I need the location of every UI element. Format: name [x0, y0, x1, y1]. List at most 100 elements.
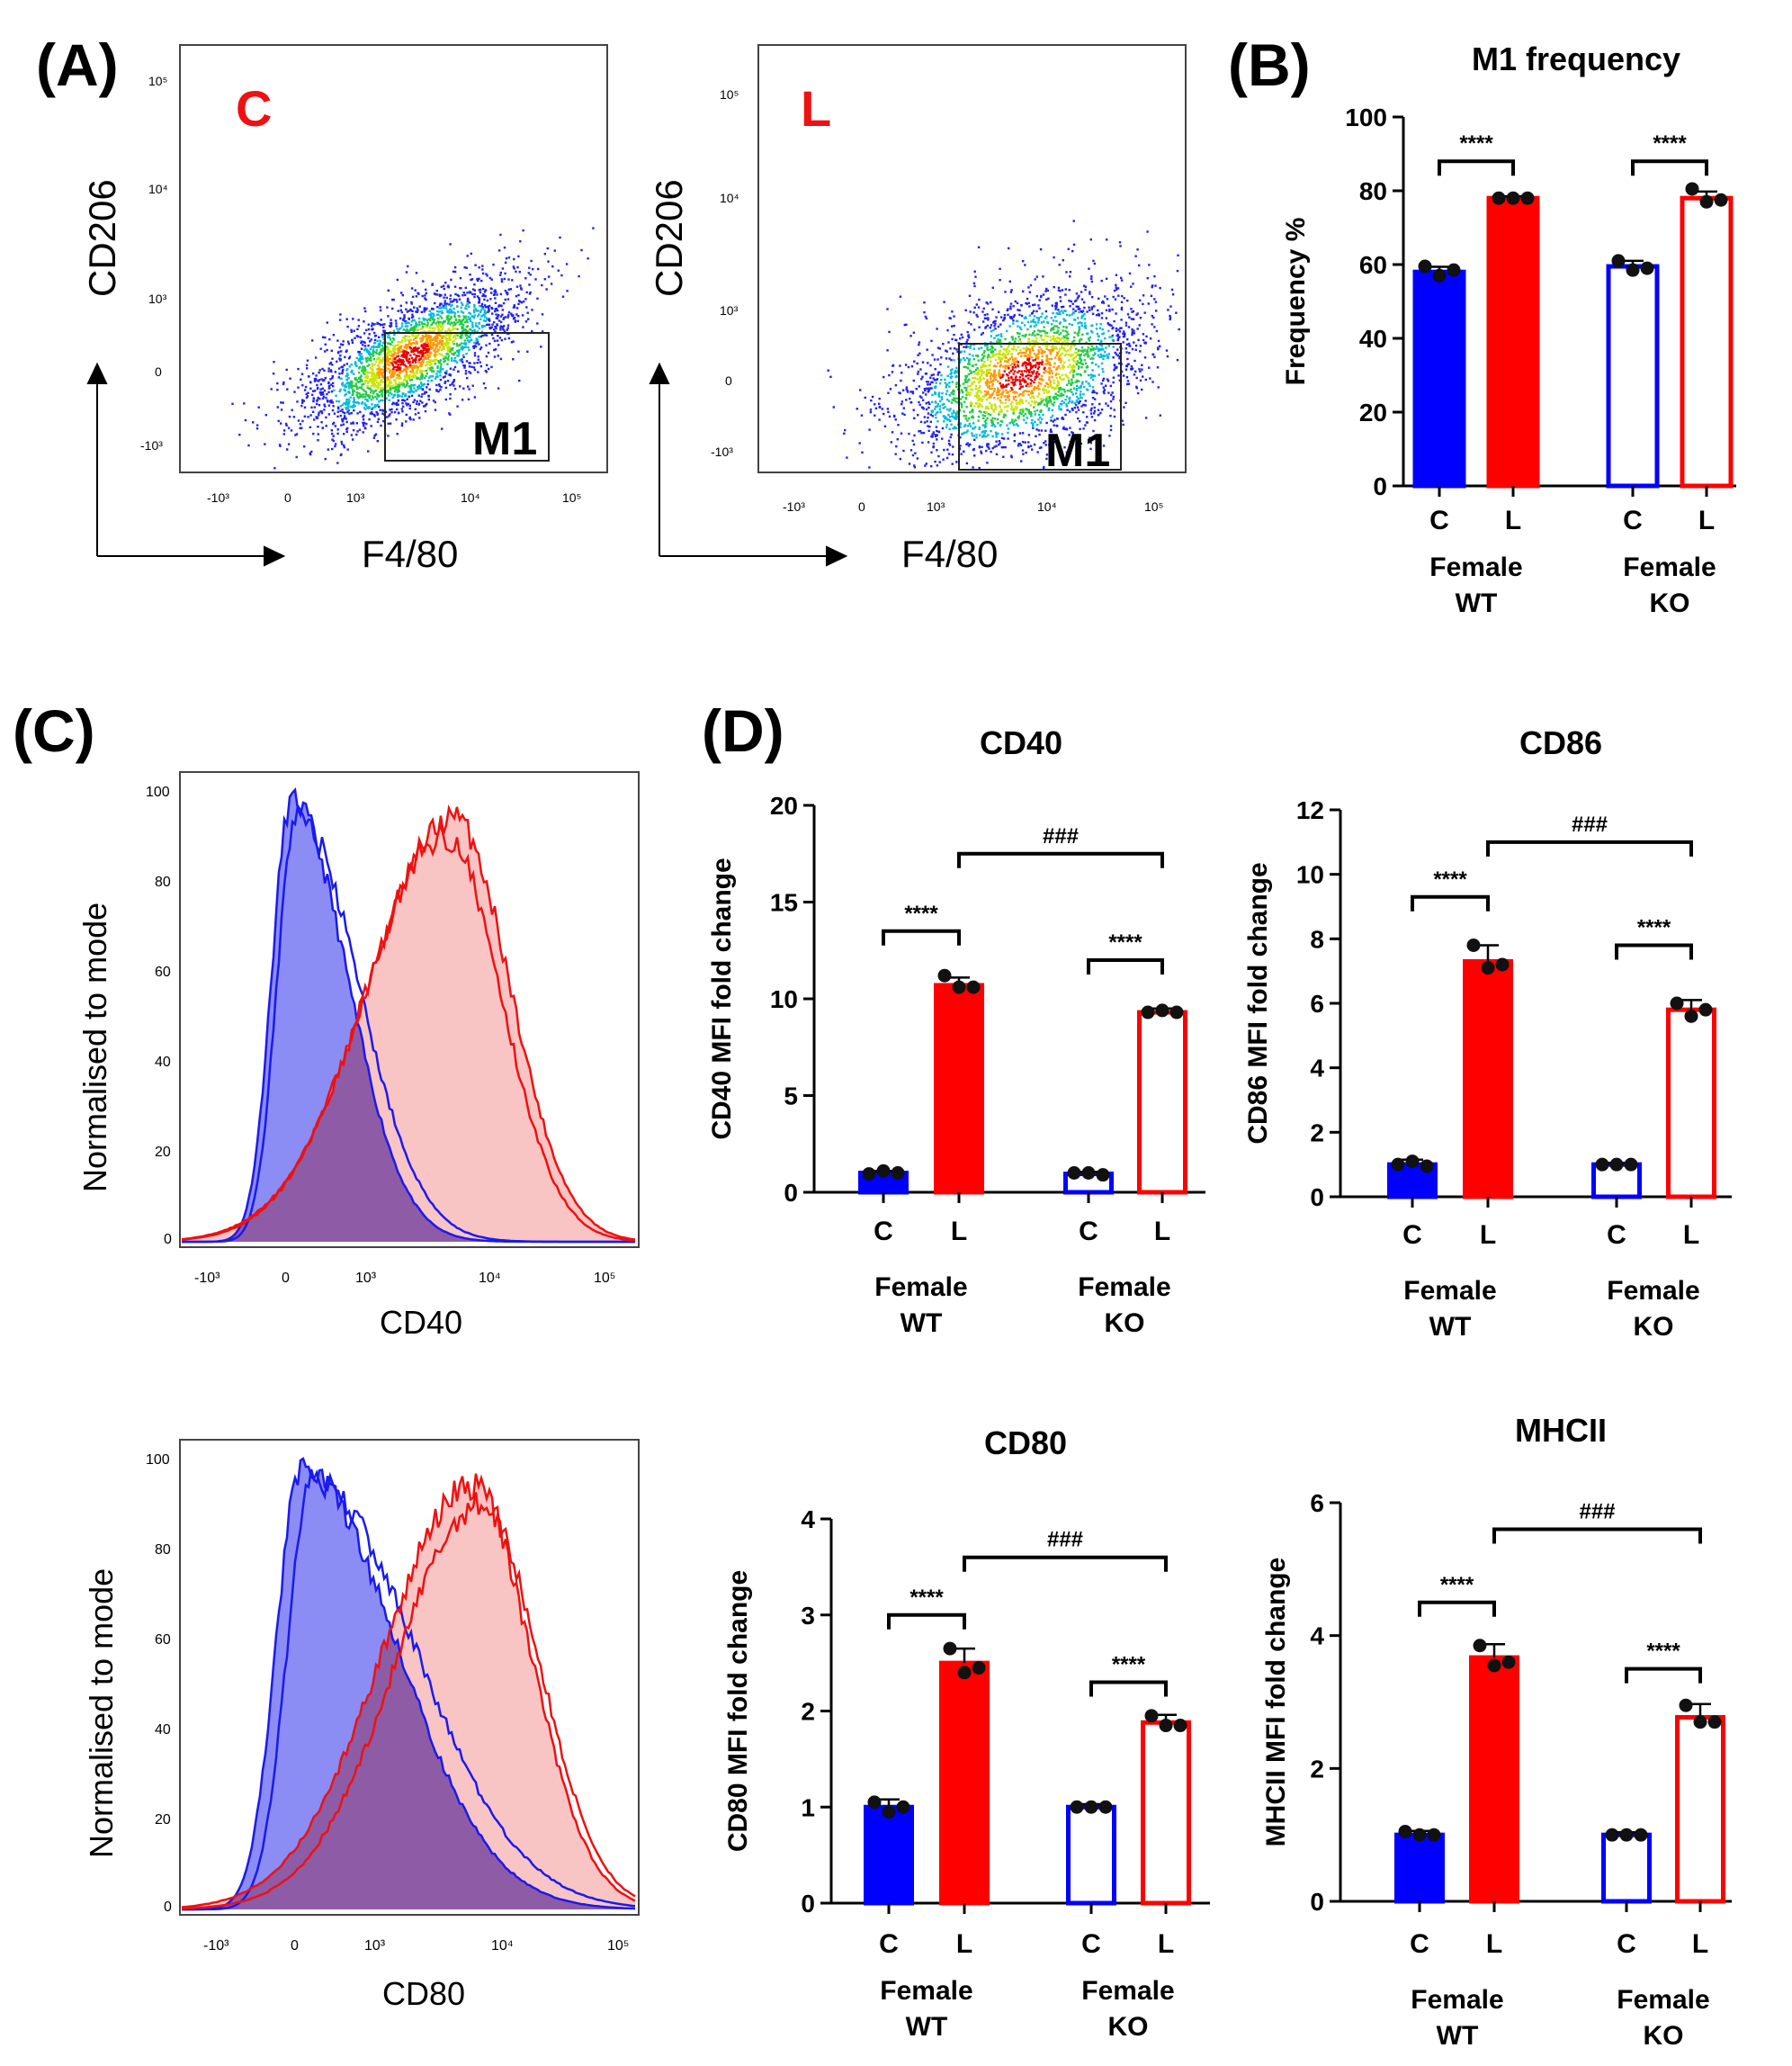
flow-event — [353, 373, 355, 375]
flow-event — [415, 325, 418, 328]
flow-event — [1082, 403, 1085, 407]
flow-event — [952, 409, 955, 412]
flow-event — [963, 386, 966, 389]
flow-event — [1052, 337, 1054, 341]
flow-event — [459, 385, 461, 388]
flow-event — [436, 306, 439, 309]
flow-event — [1139, 299, 1142, 301]
flow-event — [421, 377, 424, 380]
flow-event — [364, 371, 367, 374]
flow-event — [1055, 368, 1058, 371]
flow-event — [1089, 349, 1092, 352]
flow-event — [506, 316, 509, 319]
flow-event — [339, 313, 342, 316]
flow-event — [426, 334, 428, 337]
flow-event — [426, 380, 430, 382]
flow-event — [1123, 406, 1125, 409]
flow-event — [362, 393, 365, 396]
flow-event — [1080, 310, 1083, 313]
flow-event — [501, 313, 504, 316]
flow-event — [306, 359, 309, 362]
flow-event — [1157, 346, 1160, 349]
flow-event — [515, 307, 519, 310]
flow-event — [999, 350, 1001, 354]
flow-event — [1019, 409, 1022, 411]
flow-event — [1062, 393, 1065, 397]
flow-event — [1098, 365, 1100, 368]
flow-event — [424, 343, 427, 346]
flow-event — [1151, 323, 1153, 326]
flow-event — [461, 294, 464, 297]
flow-event — [407, 345, 410, 348]
flow-event — [423, 322, 426, 326]
flow-event — [1092, 259, 1095, 263]
flow-event — [382, 329, 385, 332]
flow-event — [1040, 351, 1043, 354]
flow-event — [1136, 312, 1139, 315]
flow-event — [983, 426, 987, 429]
flow-event — [393, 354, 396, 356]
flow-event — [423, 343, 426, 346]
flow-event — [1025, 451, 1027, 454]
flow-event — [390, 350, 393, 354]
flow-event — [499, 271, 502, 274]
flow-event — [278, 444, 282, 446]
flow-event — [426, 321, 429, 324]
flow-event — [371, 322, 373, 325]
flow-event — [399, 384, 401, 387]
flow-event — [1071, 358, 1074, 361]
flow-event — [967, 363, 970, 365]
flow-event — [467, 335, 470, 338]
flow-event — [1053, 319, 1055, 322]
flow-event — [1097, 338, 1099, 341]
flow-event — [990, 377, 992, 381]
flow-event — [1011, 317, 1014, 320]
flow-event — [1057, 358, 1060, 361]
flow-event — [438, 353, 441, 355]
flow-event — [1139, 317, 1142, 319]
flow-event — [1135, 376, 1138, 380]
flow-event — [421, 338, 424, 342]
flow-event — [1061, 345, 1063, 347]
flow-event — [982, 372, 985, 374]
flow-event — [1017, 353, 1019, 355]
flow-event — [992, 321, 995, 324]
flow-event — [1100, 317, 1104, 319]
flow-event — [422, 405, 426, 408]
flow-event — [425, 391, 428, 394]
flow-event — [1044, 330, 1046, 333]
flow-event — [470, 321, 474, 324]
flow-event — [1079, 321, 1081, 324]
flow-event — [1153, 274, 1156, 278]
flow-event — [1045, 315, 1048, 318]
flow-event — [1040, 429, 1043, 432]
flow-event — [436, 370, 439, 373]
flow-event — [428, 376, 431, 379]
flow-event — [1000, 387, 1004, 390]
flow-event — [1075, 305, 1078, 308]
flow-event — [507, 278, 510, 281]
flow-event — [1072, 366, 1075, 369]
flow-event — [1037, 349, 1040, 352]
flow-event — [393, 351, 396, 354]
flow-event — [1038, 446, 1042, 449]
flow-event — [444, 303, 447, 306]
flow-event — [1115, 274, 1118, 276]
flow-event — [1000, 445, 1003, 449]
flow-event — [343, 401, 345, 405]
flow-event — [1075, 392, 1078, 395]
flow-event — [321, 367, 324, 371]
flow-event — [1024, 335, 1026, 338]
flow-event — [317, 380, 319, 382]
flow-event — [343, 364, 345, 366]
flow-event — [1079, 420, 1081, 423]
flow-event — [433, 370, 435, 373]
flow-event — [343, 389, 345, 391]
flow-event — [399, 360, 401, 363]
flow-event — [385, 383, 388, 387]
flow-event — [964, 309, 967, 311]
flow-event — [435, 333, 439, 336]
flow-event — [1058, 408, 1061, 410]
flow-event — [1079, 427, 1081, 430]
flow-event — [377, 418, 381, 420]
